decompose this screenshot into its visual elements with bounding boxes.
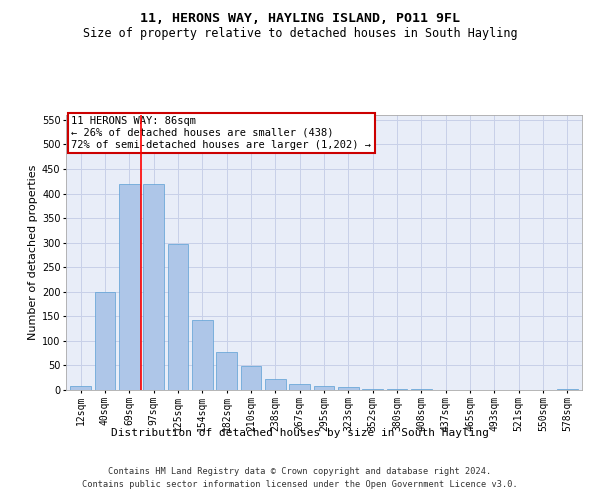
Bar (314, 386, 334, 390)
Y-axis label: Number of detached properties: Number of detached properties (28, 165, 38, 340)
Text: Distribution of detached houses by size in South Hayling: Distribution of detached houses by size … (111, 428, 489, 438)
Bar (119, 184, 140, 390)
Text: Contains public sector information licensed under the Open Government Licence v3: Contains public sector information licen… (82, 480, 518, 489)
Bar (192, 320, 212, 390)
Bar (241, 366, 262, 390)
Bar (265, 378, 286, 390)
Bar (362, 388, 383, 390)
Text: Contains HM Land Registry data © Crown copyright and database right 2024.: Contains HM Land Registry data © Crown c… (109, 467, 491, 476)
Bar (386, 389, 407, 390)
Bar (70, 386, 91, 390)
Bar (289, 384, 310, 390)
Text: Size of property relative to detached houses in South Hayling: Size of property relative to detached ho… (83, 28, 517, 40)
Bar (411, 389, 432, 390)
Bar (216, 352, 237, 390)
Text: 11, HERONS WAY, HAYLING ISLAND, PO11 9FL: 11, HERONS WAY, HAYLING ISLAND, PO11 9FL (140, 12, 460, 26)
Bar (143, 184, 164, 390)
Bar (167, 244, 188, 390)
Bar (338, 386, 359, 390)
Text: 11 HERONS WAY: 86sqm
← 26% of detached houses are smaller (438)
72% of semi-deta: 11 HERONS WAY: 86sqm ← 26% of detached h… (71, 116, 371, 150)
Bar (557, 388, 578, 390)
Bar (95, 292, 115, 390)
